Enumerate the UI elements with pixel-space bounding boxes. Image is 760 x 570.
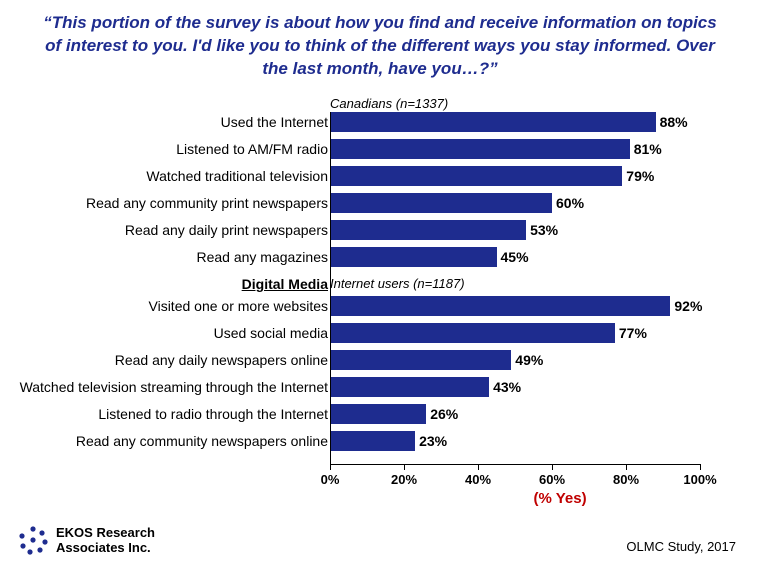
footer-org: EKOS Research Associates Inc.	[56, 525, 155, 556]
x-tick-label: 40%	[465, 472, 491, 487]
bar-value: 23%	[419, 431, 447, 451]
row-label: Read any community newspapers online	[76, 433, 328, 449]
row-label: Read any daily print newspapers	[125, 222, 328, 238]
row-label: Watched traditional television	[146, 168, 328, 184]
bar-value: 60%	[556, 193, 584, 213]
row-label: Listened to radio through the Internet	[98, 406, 328, 422]
x-tick	[626, 464, 627, 470]
x-tick-label: 20%	[391, 472, 417, 487]
plot-region: Canadians (n=1337) 88% 81% 79% 60% 53%45% Inte…	[330, 96, 700, 490]
x-tick	[404, 464, 405, 470]
bar	[330, 323, 615, 343]
bar-value: 53%	[530, 220, 558, 240]
row-label: Used the Internet	[221, 114, 328, 130]
percent-yes-label: (% Yes)	[534, 490, 587, 507]
row-label: Read any magazines	[196, 249, 328, 265]
bar	[330, 220, 526, 240]
x-tick-label: 100%	[683, 472, 716, 487]
bar	[330, 350, 511, 370]
x-tick	[478, 464, 479, 470]
study-label: OLMC Study, 2017	[626, 539, 736, 554]
bar	[330, 193, 552, 213]
row-label: Visited one or more websites	[149, 298, 329, 314]
bar-value: 26%	[430, 404, 458, 424]
x-tick-label: 0%	[321, 472, 340, 487]
subheader-canadians: Canadians (n=1337)	[330, 96, 448, 111]
row-labels-column: Used the Internet Listened to AM/FM radio…	[40, 96, 328, 490]
footer-org-line1: EKOS Research	[56, 525, 155, 541]
row-label: Watched television streaming through the…	[20, 379, 328, 395]
row-label: Used social media	[214, 325, 328, 341]
bar-value: 79%	[626, 166, 654, 186]
bar-value: 92%	[674, 296, 702, 316]
chart-area: Used the Internet Listened to AM/FM radio…	[40, 96, 730, 490]
bar	[330, 296, 670, 316]
x-tick	[552, 464, 553, 470]
bar-value: 49%	[515, 350, 543, 370]
x-tick-label: 60%	[539, 472, 565, 487]
x-tick	[330, 464, 331, 470]
bar	[330, 404, 426, 424]
row-label: Read any daily newspapers online	[115, 352, 328, 368]
bar-value: 88%	[660, 112, 688, 132]
footer-logo: EKOS Research Associates Inc.	[18, 525, 155, 556]
bar	[330, 377, 489, 397]
bar	[330, 112, 656, 132]
bar	[330, 247, 497, 267]
section-header-digital-media: Digital Media	[242, 276, 328, 292]
row-label: Read any community print newspapers	[86, 195, 328, 211]
bar	[330, 166, 622, 186]
bar-value: 81%	[634, 139, 662, 159]
x-tick-label: 80%	[613, 472, 639, 487]
bar	[330, 139, 630, 159]
bar	[330, 431, 415, 451]
x-tick	[700, 464, 701, 470]
survey-question-title: “This portion of the survey is about how…	[0, 0, 760, 87]
subheader-internet-users: Internet users (n=1187)	[330, 276, 465, 291]
x-axis	[330, 464, 700, 465]
bar-value: 77%	[619, 323, 647, 343]
bar-value: 43%	[493, 377, 521, 397]
ekos-logo-icon	[18, 525, 48, 555]
y-axis	[330, 112, 331, 464]
row-label: Listened to AM/FM radio	[176, 141, 328, 157]
bar-value: 45%	[501, 247, 529, 267]
footer-org-line2: Associates Inc.	[56, 540, 155, 556]
